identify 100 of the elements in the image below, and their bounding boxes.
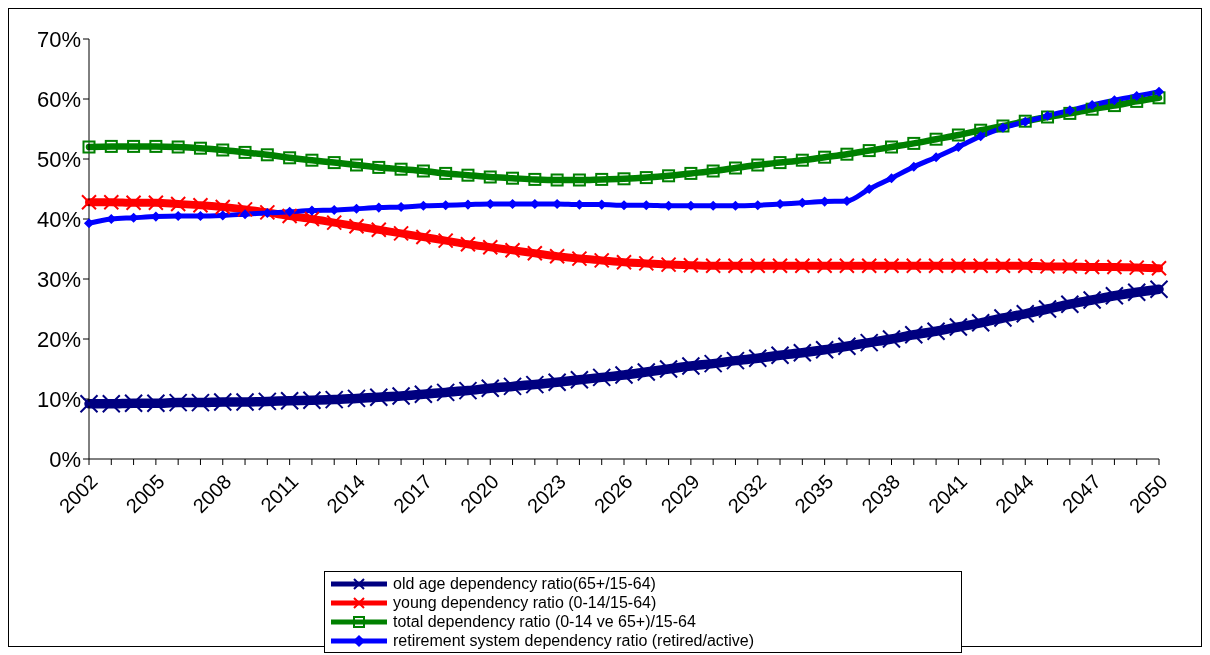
point — [859, 333, 879, 353]
point — [547, 372, 567, 392]
point — [864, 184, 874, 194]
point — [681, 356, 701, 376]
point — [1065, 105, 1075, 116]
point — [617, 172, 631, 186]
point — [436, 382, 456, 402]
point — [639, 171, 653, 185]
point — [662, 169, 676, 183]
point — [413, 384, 433, 404]
point — [483, 170, 497, 184]
point — [1038, 299, 1058, 319]
point — [506, 171, 520, 185]
point — [369, 387, 389, 407]
y-tick-label: 60% — [36, 86, 81, 112]
point — [525, 375, 545, 395]
point — [281, 208, 298, 224]
point — [840, 147, 854, 161]
point — [504, 242, 521, 259]
point — [998, 123, 1008, 133]
point — [684, 166, 698, 180]
point — [1015, 304, 1035, 324]
point — [1087, 100, 1097, 110]
point — [526, 245, 543, 262]
point — [280, 391, 300, 411]
point — [929, 132, 943, 146]
point — [303, 211, 320, 227]
point — [660, 256, 677, 273]
point — [1082, 290, 1102, 310]
point — [283, 151, 297, 165]
point — [905, 257, 922, 274]
point — [953, 142, 964, 152]
point — [974, 123, 988, 137]
point — [437, 232, 454, 249]
point — [616, 254, 632, 271]
point — [751, 158, 765, 172]
y-tick-label: 30% — [36, 266, 81, 292]
point — [480, 378, 500, 398]
point — [149, 139, 163, 153]
point — [439, 166, 453, 180]
point — [816, 257, 833, 274]
point — [885, 140, 898, 154]
point — [773, 156, 787, 170]
point — [1017, 257, 1034, 274]
point — [350, 158, 363, 172]
point — [326, 214, 343, 231]
point — [1084, 259, 1101, 275]
point — [482, 239, 499, 256]
point — [728, 161, 742, 175]
point — [614, 365, 634, 385]
point — [636, 362, 656, 382]
point — [305, 153, 319, 167]
point — [168, 393, 188, 413]
point — [101, 394, 121, 414]
point — [638, 255, 655, 272]
point — [948, 317, 968, 337]
point — [572, 173, 586, 187]
point — [503, 376, 523, 396]
point — [302, 390, 322, 410]
point — [993, 308, 1013, 328]
point — [549, 248, 566, 265]
point — [972, 257, 989, 274]
point — [659, 359, 679, 379]
point — [146, 393, 166, 413]
point — [569, 370, 589, 390]
point — [1063, 106, 1077, 120]
point — [528, 172, 542, 186]
point — [837, 336, 857, 356]
point — [170, 196, 187, 212]
point — [909, 162, 919, 172]
point — [104, 139, 118, 153]
point — [725, 351, 745, 371]
point — [772, 257, 789, 274]
point — [284, 207, 295, 217]
point — [975, 131, 986, 141]
point — [1104, 286, 1124, 306]
point — [370, 221, 387, 238]
point — [703, 354, 723, 374]
point — [1127, 282, 1147, 302]
point — [592, 367, 612, 387]
point — [1061, 258, 1078, 275]
point — [192, 197, 209, 214]
point — [882, 329, 901, 349]
point — [84, 218, 94, 228]
point — [571, 250, 588, 267]
point — [394, 162, 408, 176]
point — [213, 392, 233, 412]
point — [705, 257, 722, 274]
point — [79, 394, 99, 414]
point — [770, 345, 790, 365]
y-tick-label: 20% — [36, 326, 81, 352]
point — [238, 145, 252, 159]
point — [127, 139, 141, 153]
point — [795, 153, 809, 167]
point — [124, 393, 144, 413]
point — [81, 194, 97, 211]
point — [794, 257, 811, 274]
point — [748, 348, 768, 368]
point — [818, 150, 832, 164]
point — [458, 381, 478, 401]
